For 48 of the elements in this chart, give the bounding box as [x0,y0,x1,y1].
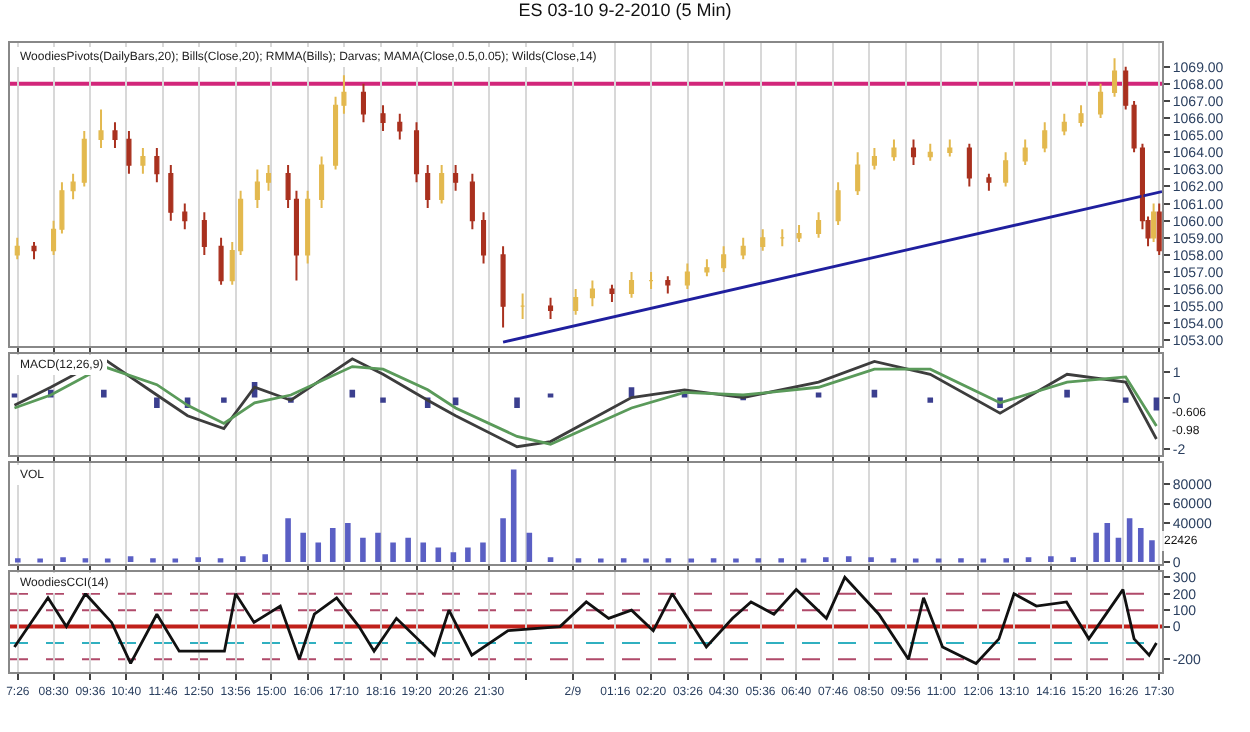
bar [60,557,66,563]
bar [1149,540,1155,563]
line-series [13,575,1158,665]
bar [195,557,201,563]
bar [329,527,336,563]
bar [815,392,822,398]
bar [510,469,517,563]
bar [300,532,306,563]
bar [1104,523,1111,563]
bar [1122,397,1129,403]
bar [823,557,829,563]
bar [435,547,442,563]
bar [871,389,878,398]
bar [315,542,322,563]
bar [390,542,396,563]
bar [154,397,160,408]
bar [547,557,554,563]
bar [1070,557,1076,563]
bar [360,537,366,563]
bar [450,552,457,563]
bar [1137,527,1144,563]
bar [101,389,107,398]
bar [405,537,411,563]
bar [480,542,486,563]
bar [1025,557,1032,563]
bar [349,389,356,398]
candlestick [609,283,615,303]
bar [240,556,246,563]
bar [1126,518,1133,563]
chart-title: ES 03-10 9-2-2010 (5 Min) [518,0,732,21]
bar [845,556,852,563]
bar [127,556,134,563]
bar [868,557,874,563]
bar [420,542,427,563]
bar [380,397,386,403]
bar [262,554,268,563]
bar [465,547,471,563]
bar [375,532,381,563]
bar [1093,532,1099,563]
bar [1048,556,1054,563]
bar [500,518,506,563]
bar [514,397,520,408]
bar [345,523,351,563]
bar [285,518,291,563]
bar [1153,397,1160,411]
bar [221,397,227,403]
bar [1064,389,1070,398]
bar [927,397,934,403]
